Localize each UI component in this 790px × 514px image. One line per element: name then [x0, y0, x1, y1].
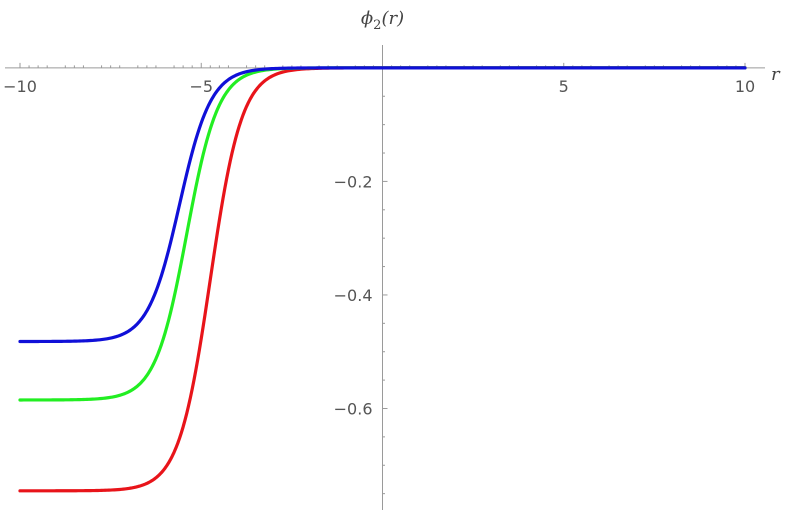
series-line-3: [18, 66, 747, 344]
series-group: [18, 66, 747, 493]
axes: [5, 45, 765, 510]
y-axis-label: ϕ2(r): [361, 8, 404, 33]
y-tick-label: −0.4: [334, 286, 373, 305]
x-tick-label: −10: [3, 77, 37, 96]
y-label-base: ϕ: [361, 8, 373, 29]
tick-labels: −10 −5 5 10 −0.2 −0.4 −0.6: [3, 77, 755, 419]
y-tick-label: −0.2: [334, 172, 373, 191]
y-label-sub: 2: [373, 18, 381, 33]
x-tick-label: 10: [735, 77, 755, 96]
x-axis-label: r: [771, 64, 781, 85]
x-tick-label: 5: [559, 77, 569, 96]
y-label-arg: (r): [381, 8, 404, 29]
x-tick-label: −5: [189, 77, 213, 96]
y-tick-label: −0.6: [334, 399, 373, 418]
